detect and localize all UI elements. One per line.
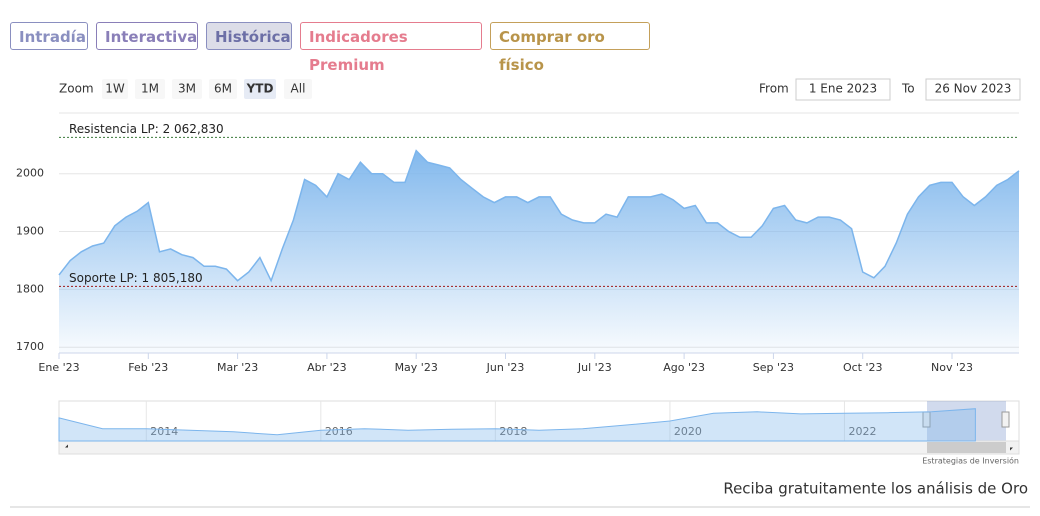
- footer-text: Reciba gratuitamente los análisis de Oro: [723, 480, 1028, 498]
- x-tick-label: Oct '23: [843, 361, 883, 374]
- navigator-series: [58, 408, 976, 442]
- x-tick-label: Ago '23: [663, 361, 705, 374]
- y-tick-label: 1700: [16, 340, 44, 353]
- from-value: 1 Ene 2023: [809, 82, 877, 96]
- plot-line-label: Soporte LP: 1 805,180: [69, 271, 203, 285]
- zoom-button-label: 3M: [178, 82, 196, 96]
- plot-line-label: Resistencia LP: 2 062,830: [69, 122, 224, 136]
- navigator-label: 2020: [674, 425, 702, 438]
- x-tick-label: Jul '23: [577, 361, 612, 374]
- scrollbar-thumb[interactable]: [927, 442, 1006, 453]
- tab[interactable]: Indicadores Premium: [300, 22, 482, 74]
- zoom-button-label: 1M: [141, 82, 159, 96]
- zoom-button[interactable]: [284, 79, 312, 99]
- credits: Estrategias de Inversión: [922, 456, 1019, 466]
- y-tick-label: 1800: [16, 282, 44, 295]
- navigator-handle[interactable]: [1001, 411, 1010, 428]
- navigator-label: 2016: [325, 425, 353, 438]
- x-tick-label: Feb '23: [128, 361, 168, 374]
- navigator-mask[interactable]: [927, 401, 1006, 441]
- y-tick-label: 2000: [16, 167, 44, 180]
- zoom-button-label: 1W: [105, 82, 125, 96]
- x-tick-label: Ene '23: [38, 361, 79, 374]
- x-tick-label: Mar '23: [217, 361, 258, 374]
- from-input[interactable]: [795, 78, 891, 101]
- from-label: From: [759, 82, 789, 96]
- y-tick-label: 1900: [16, 225, 44, 238]
- navigator-label: 2022: [848, 425, 876, 438]
- x-tick-label: Nov '23: [931, 361, 973, 374]
- scrollbar[interactable]: [58, 440, 1020, 455]
- zoom-button-label: All: [291, 82, 306, 96]
- x-tick-label: May '23: [395, 361, 438, 374]
- zoom-label: Zoom: [59, 82, 94, 96]
- navigator-label: 2018: [499, 425, 527, 438]
- zoom-button-label: YTD: [246, 82, 274, 96]
- tab[interactable]: Intradía: [10, 22, 88, 50]
- tab[interactable]: Interactiva: [96, 22, 198, 50]
- to-label: To: [901, 82, 915, 96]
- series-line: [58, 149, 1020, 283]
- tab[interactable]: Comprar oro físico: [490, 22, 650, 74]
- zoom-button[interactable]: [102, 79, 128, 99]
- zoom-button[interactable]: [135, 79, 165, 99]
- x-tick-label: Jun '23: [486, 361, 525, 374]
- zoom-button[interactable]: [244, 79, 276, 99]
- to-value: 26 Nov 2023: [935, 82, 1012, 96]
- navigator-label: 2014: [150, 425, 178, 438]
- zoom-button[interactable]: [172, 79, 202, 99]
- to-input[interactable]: [925, 78, 1021, 101]
- zoom-button[interactable]: [209, 79, 237, 99]
- tab[interactable]: Histórica: [206, 22, 292, 50]
- x-tick-label: Sep '23: [753, 361, 794, 374]
- x-tick-label: Abr '23: [307, 361, 347, 374]
- zoom-button-label: 6M: [214, 82, 232, 96]
- area-fill: [59, 150, 1019, 353]
